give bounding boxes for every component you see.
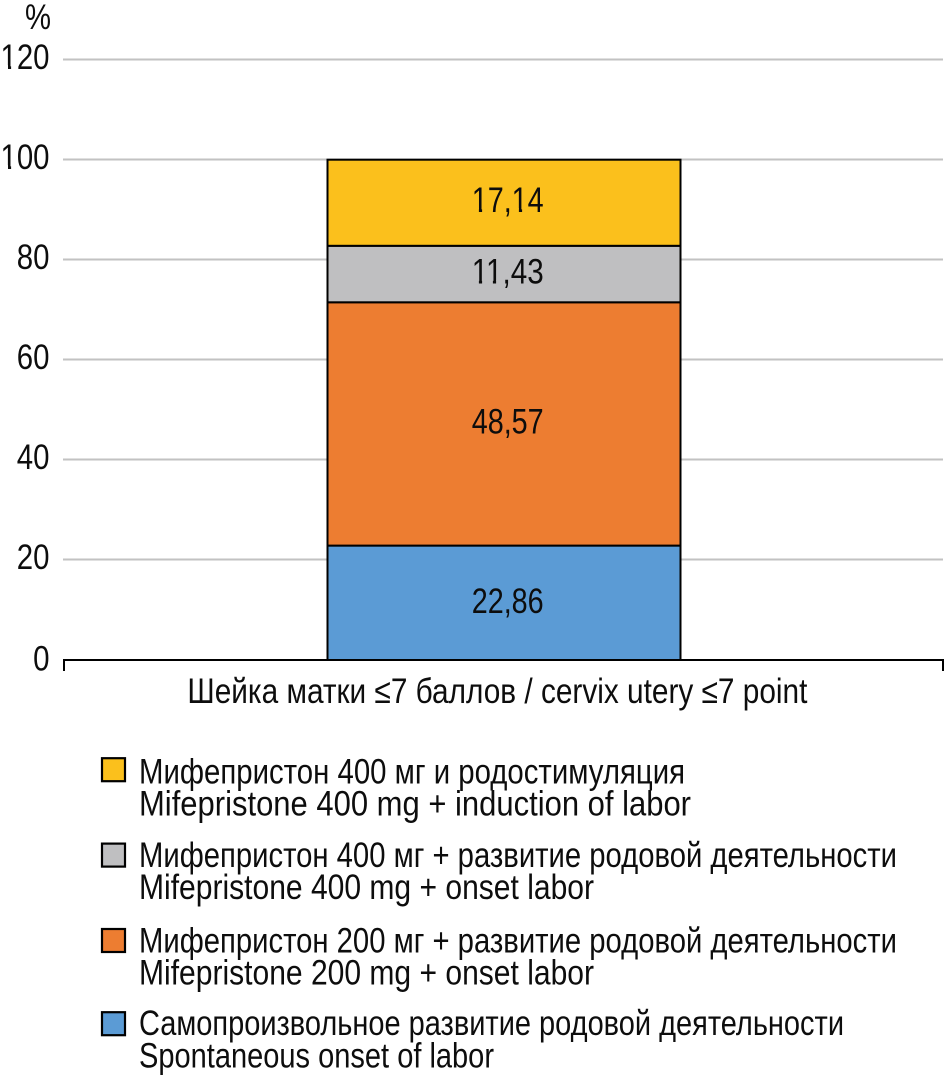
svg-text:40: 40	[17, 438, 50, 477]
svg-text:22,86: 22,86	[472, 582, 544, 621]
svg-text:11,43: 11,43	[472, 253, 544, 292]
svg-text:Самопроизвольное развитие родо: Самопроизвольное развитие родовой деятел…	[139, 1004, 844, 1043]
svg-text:0: 0	[33, 639, 49, 678]
svg-text:17,14: 17,14	[472, 181, 544, 220]
svg-text:Мифепристон 400 мг и родостиму: Мифепристон 400 мг и родостимуляция	[139, 752, 685, 791]
svg-text:Mifepristone 200 mg + onset la: Mifepristone 200 mg + onset labor	[139, 954, 594, 993]
svg-text:Spontaneous onset of labor: Spontaneous onset of labor	[139, 1037, 494, 1076]
svg-text:100: 100	[1, 138, 50, 177]
svg-text:Mifepristone 400 mg + inductio: Mifepristone 400 mg + induction of labor	[139, 785, 691, 824]
svg-text:%: %	[25, 0, 51, 37]
svg-text:60: 60	[17, 338, 50, 377]
svg-text:Мифепристон 200 мг + развитие: Мифепристон 200 мг + развитие родовой де…	[139, 921, 897, 960]
svg-text:20: 20	[17, 538, 50, 577]
svg-text:Шейка матки ≤7 баллов / cervix: Шейка матки ≤7 баллов / cervix utery ≤7 …	[187, 672, 807, 711]
svg-text:Mifepristone 400 mg + onset la: Mifepristone 400 mg + onset labor	[139, 868, 594, 907]
svg-text:Мифепристон 400 мг + развитие: Мифепристон 400 мг + развитие родовой де…	[139, 836, 897, 875]
svg-text:48,57: 48,57	[472, 403, 544, 442]
svg-text:80: 80	[17, 238, 50, 277]
svg-text:120: 120	[1, 38, 50, 77]
